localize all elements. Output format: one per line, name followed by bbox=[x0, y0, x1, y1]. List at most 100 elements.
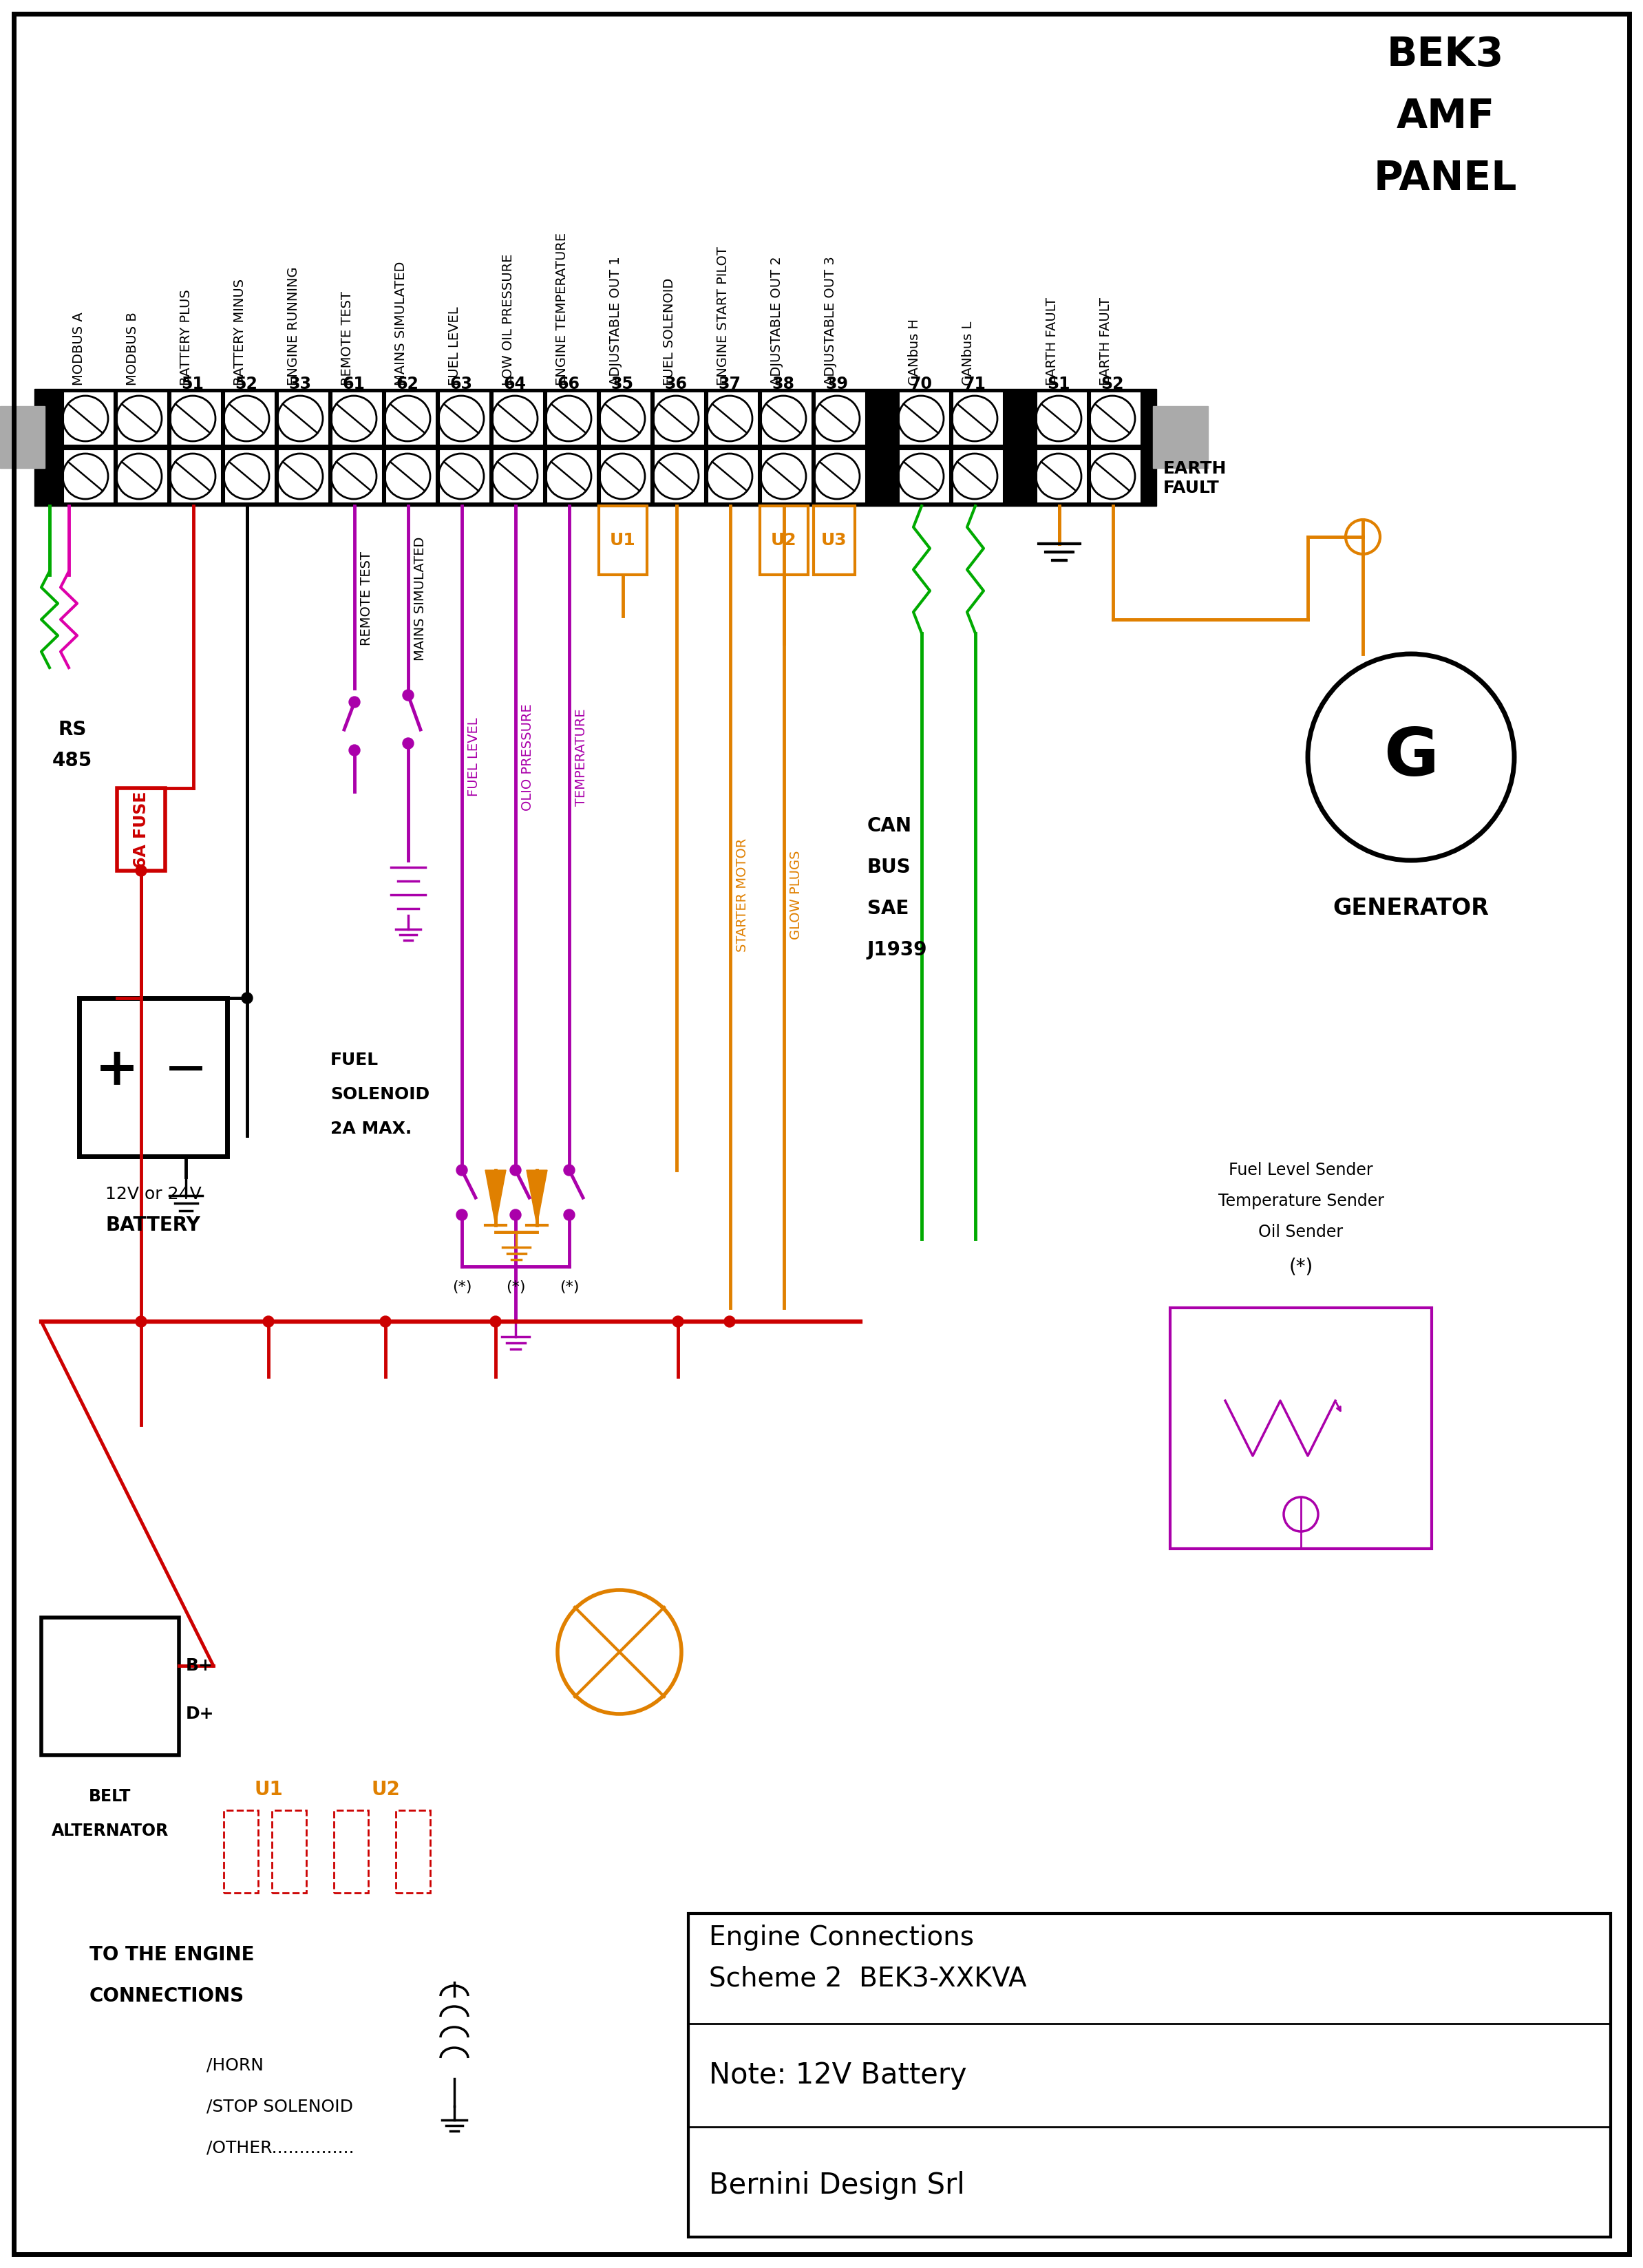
Text: CANbus L: CANbus L bbox=[961, 322, 974, 386]
Bar bbox=[0, 406, 44, 467]
Text: Engine Connections: Engine Connections bbox=[710, 1926, 974, 1950]
Polygon shape bbox=[526, 1170, 547, 1225]
Bar bbox=[223, 1810, 258, 1894]
Text: (*): (*) bbox=[559, 1279, 578, 1295]
Text: CAN: CAN bbox=[868, 816, 912, 835]
Bar bbox=[1153, 406, 1208, 467]
Circle shape bbox=[403, 689, 414, 701]
Text: J1939: J1939 bbox=[868, 941, 928, 959]
Circle shape bbox=[457, 1166, 467, 1175]
Bar bbox=[225, 449, 276, 503]
Text: D+: D+ bbox=[186, 1706, 214, 1721]
Circle shape bbox=[263, 1315, 274, 1327]
Text: S1: S1 bbox=[1047, 376, 1070, 392]
Text: 64: 64 bbox=[503, 376, 526, 392]
Bar bbox=[813, 506, 854, 574]
Text: EARTH
FAULT: EARTH FAULT bbox=[1163, 460, 1227, 497]
Bar bbox=[278, 449, 329, 503]
Text: FUEL SOLENOID: FUEL SOLENOID bbox=[662, 279, 675, 386]
Text: LOW OIL PRESSURE: LOW OIL PRESSURE bbox=[501, 254, 514, 386]
Bar bbox=[79, 998, 227, 1157]
Text: Fuel Level Sender: Fuel Level Sender bbox=[1229, 1161, 1374, 1179]
Text: /HORN: /HORN bbox=[207, 2057, 263, 2073]
Bar bbox=[600, 392, 651, 445]
Bar bbox=[600, 449, 651, 503]
Bar bbox=[35, 388, 1157, 506]
Text: U2: U2 bbox=[771, 533, 797, 549]
Text: SAE: SAE bbox=[868, 898, 909, 919]
Bar bbox=[332, 449, 383, 503]
Text: BELT: BELT bbox=[89, 1787, 131, 1805]
Text: 36: 36 bbox=[664, 376, 687, 392]
Text: ADJUSTABLE OUT 3: ADJUSTABLE OUT 3 bbox=[823, 256, 836, 386]
Text: ENGINE TEMPERATURE: ENGINE TEMPERATURE bbox=[555, 234, 568, 386]
Text: REMOTE TEST: REMOTE TEST bbox=[340, 290, 353, 386]
Text: Oil Sender: Oil Sender bbox=[1259, 1225, 1344, 1241]
Text: S2: S2 bbox=[1101, 376, 1124, 392]
Text: BATTERY PLUS: BATTERY PLUS bbox=[179, 290, 192, 386]
Text: /STOP SOLENOID: /STOP SOLENOID bbox=[207, 2098, 353, 2114]
Text: Scheme 2  BEK3-XXKVA: Scheme 2 BEK3-XXKVA bbox=[710, 1966, 1027, 1991]
Circle shape bbox=[672, 1315, 683, 1327]
Circle shape bbox=[242, 993, 253, 1002]
Text: Bernini Design Srl: Bernini Design Srl bbox=[710, 2170, 964, 2200]
Bar bbox=[386, 392, 437, 445]
Text: 63: 63 bbox=[450, 376, 473, 392]
Bar bbox=[171, 392, 222, 445]
Text: 61: 61 bbox=[342, 376, 365, 392]
Text: MODBUS A: MODBUS A bbox=[72, 313, 85, 386]
Bar bbox=[654, 392, 705, 445]
Bar bbox=[547, 392, 598, 445]
Text: 52: 52 bbox=[235, 376, 258, 392]
Text: B+: B+ bbox=[186, 1658, 214, 1674]
Text: (*): (*) bbox=[452, 1279, 472, 1295]
Text: 12V or 24V: 12V or 24V bbox=[105, 1186, 200, 1202]
Bar bbox=[64, 449, 115, 503]
Bar bbox=[439, 392, 490, 445]
Text: SOLENOID: SOLENOID bbox=[330, 1086, 429, 1102]
Bar bbox=[761, 449, 812, 503]
Bar bbox=[1037, 392, 1088, 445]
Text: TO THE ENGINE: TO THE ENGINE bbox=[89, 1946, 255, 1964]
Text: 62: 62 bbox=[396, 376, 419, 392]
Circle shape bbox=[348, 696, 360, 708]
Text: ALTERNATOR: ALTERNATOR bbox=[51, 1823, 169, 1839]
Bar bbox=[899, 449, 950, 503]
Bar bbox=[761, 506, 808, 574]
Circle shape bbox=[509, 1166, 521, 1175]
Text: 2A MAX.: 2A MAX. bbox=[330, 1120, 412, 1136]
Text: REMOTE TEST: REMOTE TEST bbox=[360, 551, 373, 646]
Text: 37: 37 bbox=[718, 376, 741, 392]
Bar bbox=[493, 392, 544, 445]
Text: U1: U1 bbox=[255, 1780, 283, 1799]
Text: STARTER MOTOR: STARTER MOTOR bbox=[736, 837, 749, 953]
Bar bbox=[598, 506, 647, 574]
Bar bbox=[1091, 449, 1142, 503]
Text: FUEL LEVEL: FUEL LEVEL bbox=[449, 306, 462, 386]
Bar bbox=[815, 392, 866, 445]
Text: 485: 485 bbox=[53, 751, 92, 771]
Text: U3: U3 bbox=[822, 533, 848, 549]
Text: BEK3: BEK3 bbox=[1387, 36, 1503, 75]
Text: FUEL: FUEL bbox=[330, 1052, 378, 1068]
Text: U2: U2 bbox=[371, 1780, 399, 1799]
Bar bbox=[493, 449, 544, 503]
Circle shape bbox=[403, 737, 414, 748]
Text: Note: 12V Battery: Note: 12V Battery bbox=[710, 2062, 966, 2089]
Text: G: G bbox=[1383, 726, 1439, 789]
Text: 38: 38 bbox=[772, 376, 795, 392]
Circle shape bbox=[380, 1315, 391, 1327]
Text: MAINS SIMULATED: MAINS SIMULATED bbox=[394, 261, 407, 386]
Bar bbox=[547, 449, 598, 503]
Bar bbox=[953, 449, 1004, 503]
Bar bbox=[761, 392, 812, 445]
Bar bbox=[708, 449, 759, 503]
Bar bbox=[1170, 1309, 1431, 1549]
Text: 39: 39 bbox=[826, 376, 848, 392]
Text: 6A FUSE: 6A FUSE bbox=[133, 792, 150, 869]
Text: ADJUSTABLE OUT 2: ADJUSTABLE OUT 2 bbox=[771, 256, 784, 386]
Bar bbox=[953, 392, 1004, 445]
Text: GENERATOR: GENERATOR bbox=[1332, 898, 1489, 921]
Text: 35: 35 bbox=[611, 376, 634, 392]
Bar bbox=[334, 1810, 368, 1894]
